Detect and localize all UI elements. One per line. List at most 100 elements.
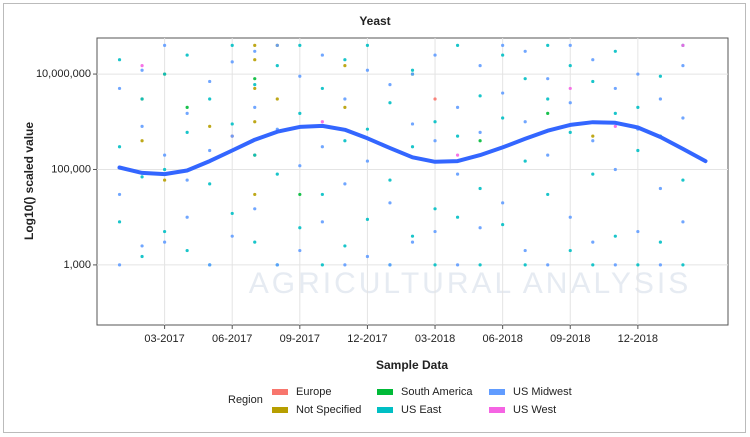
point [140,124,144,128]
point [433,97,437,101]
y-axis-title: Log10() scaled value [22,122,36,240]
point [478,64,482,68]
point [163,72,167,76]
point [636,263,640,267]
point [365,159,370,163]
point [591,139,595,143]
point [275,263,279,267]
point [140,175,144,179]
point [636,229,640,234]
legend-label: South America [401,386,473,398]
point [523,263,527,267]
point [658,97,662,101]
point [140,254,144,259]
point [298,192,302,197]
point [163,229,167,234]
point [208,124,212,128]
point [681,220,685,224]
point [591,263,595,267]
point [523,49,527,53]
point [433,139,437,143]
point [568,43,572,47]
point [208,263,212,267]
point [140,68,144,72]
x-tick-label: 03-2018 [415,333,455,345]
watermark: AGRICULTURAL ANALYSIS [249,267,692,300]
point [140,244,144,248]
point [681,178,685,182]
point [658,240,662,244]
point [253,153,257,157]
point [455,153,460,157]
point [501,53,505,57]
legend-label: Not Specified [296,404,361,416]
point [230,134,234,138]
point [433,229,437,234]
point [636,105,640,110]
point [388,263,392,267]
point [613,124,617,128]
point [613,86,617,91]
point [185,130,189,134]
point [275,172,279,176]
legend-label: US West [513,404,556,416]
chart-title: Yeast [359,14,390,28]
x-tick-label: 09-2017 [280,333,320,345]
point [343,97,347,101]
point [501,91,505,95]
point [523,159,527,163]
point [478,94,482,98]
point [163,153,167,157]
point [433,207,437,211]
point [365,43,370,47]
point [208,182,212,186]
point [388,178,392,182]
point [613,167,617,172]
point [230,122,234,126]
point [253,105,257,110]
point [253,77,257,81]
legend-swatch [377,407,393,413]
point [410,240,415,244]
point [163,240,167,244]
point [298,164,302,168]
point [478,186,482,191]
point [568,215,572,219]
point [658,74,662,78]
x-tick-label: 03-2017 [144,333,184,345]
point [365,217,370,221]
point [523,77,527,81]
point [320,192,324,197]
point [455,43,460,47]
point [163,167,167,172]
point [185,53,189,57]
point [320,263,324,267]
point [410,68,415,72]
y-tick-label: 10,000,000 [36,68,91,80]
point [546,153,550,157]
point [185,248,189,253]
point [365,68,370,72]
point [365,127,370,131]
point [681,64,685,68]
point [253,58,257,62]
point [253,240,257,244]
point [140,64,144,68]
point [343,139,347,143]
point [410,234,415,238]
point [320,86,324,91]
point [478,139,482,143]
point [140,97,144,101]
point [546,192,550,197]
point [320,145,324,149]
point [501,116,505,120]
trend-line [117,120,708,177]
point [230,234,234,238]
point [658,263,662,267]
point [230,60,234,64]
point [410,122,415,126]
point [658,186,662,191]
point [636,72,640,76]
point [253,86,257,91]
